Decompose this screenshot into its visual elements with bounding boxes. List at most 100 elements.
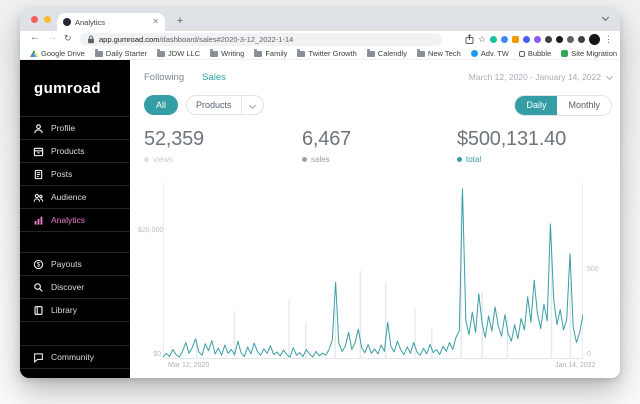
url-bar[interactable]: app.gumroad.com/dashboard/sales#2020-3-1… — [80, 33, 442, 46]
sales-value: 6,467 — [302, 128, 352, 150]
bookmark-family[interactable]: Family — [254, 49, 287, 58]
extension-icon[interactable] — [534, 35, 541, 43]
products-dropdown[interactable]: Products — [186, 95, 264, 115]
bookmark-calendly[interactable]: Calendly — [366, 49, 407, 58]
sidebar-item-community[interactable]: Community — [20, 345, 130, 368]
stat-total: $500,131.40 total — [457, 128, 566, 172]
share-icon[interactable] — [465, 34, 474, 44]
forward-icon[interactable]: → — [47, 32, 57, 43]
bookmark-label: Daily Starter — [105, 49, 148, 58]
views-dot-icon — [144, 157, 149, 162]
sidebar-item-label: Profile — [51, 123, 76, 133]
sidebar-item-label: Products — [51, 146, 85, 156]
products-icon — [33, 147, 44, 156]
filter-all-button[interactable]: All — [144, 95, 179, 115]
sales-chart: $20,000 $0 500 0 Mar 12, 2020 Jan 14, 20… — [138, 182, 612, 378]
sidebar-item-posts[interactable]: Posts — [20, 162, 130, 185]
bookmark-daily-starter[interactable]: Daily Starter — [94, 49, 148, 58]
bookmark-label: Twitter Growth — [308, 49, 357, 58]
profile-avatar[interactable] — [589, 33, 600, 45]
bookmark-label: Bubble — [527, 49, 552, 58]
bookmark-writing[interactable]: Writing — [210, 49, 244, 58]
bookmark-label: Google Drive — [41, 49, 85, 58]
close-button[interactable] — [31, 16, 38, 23]
tab-sales[interactable]: Sales — [202, 71, 226, 83]
bookmark-jdw-llc[interactable]: JDW LLC — [157, 49, 200, 58]
views-label-text: views — [153, 155, 174, 164]
date-range-label: March 12, 2020 - January 14, 2022 — [468, 72, 601, 82]
new-tab-button[interactable]: + — [176, 15, 184, 27]
sidebar-item-label: Audience — [51, 192, 87, 202]
posts-icon — [34, 169, 43, 179]
x-axis-end-label: Jan 14, 2022 — [555, 362, 596, 369]
chart-plot-area[interactable] — [162, 182, 584, 359]
chevron-down-icon — [248, 101, 256, 110]
extension-icon[interactable] — [567, 35, 574, 43]
sales-label: sales — [302, 155, 457, 164]
browser-tab-analytics[interactable]: Analytics ✕ — [57, 13, 165, 31]
sidebar-item-analytics[interactable]: Analytics — [20, 208, 130, 231]
drive-icon — [30, 50, 38, 57]
back-icon[interactable]: ← — [30, 32, 40, 43]
url-path: /dashboard/sales#2020-3-12_2022-1-14 — [159, 35, 294, 44]
sidebar-item-discover[interactable]: Discover — [20, 275, 130, 298]
dropdown-divider — [240, 96, 242, 114]
extension-icon[interactable] — [512, 35, 519, 43]
monthly-toggle-button[interactable]: Monthly — [557, 95, 611, 115]
stat-sales: 6,467 sales — [302, 128, 457, 172]
y-axis-left-top-label: $20,000 — [138, 227, 164, 234]
gumroad-app: gumroad Profile Products Posts Audience … — [20, 60, 620, 378]
tab-strip: Analytics ✕ + — [20, 8, 620, 31]
sidebar-divider — [20, 231, 130, 252]
chevron-down-icon[interactable] — [601, 13, 610, 22]
total-value: $500,131.40 — [457, 128, 567, 150]
sidebar: gumroad Profile Products Posts Audience … — [20, 60, 130, 378]
bookmark-site-migration[interactable]: Site Migration — [561, 49, 617, 58]
sidebar-item-label: Posts — [51, 169, 73, 179]
extension-icon[interactable] — [501, 35, 508, 43]
community-chat-icon — [34, 352, 43, 363]
extension-icon[interactable] — [490, 35, 497, 43]
extension-icon[interactable] — [523, 35, 530, 43]
sales-dot-icon — [302, 157, 307, 162]
sidebar-item-library[interactable]: Library — [20, 298, 130, 321]
bookmark-bubble[interactable]: Bubble — [518, 49, 552, 58]
sidebar-item-payouts[interactable]: $ Payouts — [20, 252, 130, 275]
sidebar-item-profile[interactable]: Profile — [20, 116, 130, 139]
bookmark-label: Family — [265, 49, 288, 58]
sidebar-item-label: Community — [51, 352, 94, 362]
tab-following[interactable]: Following — [144, 71, 185, 83]
reload-icon[interactable]: ↻ — [64, 33, 72, 43]
total-dot-icon — [457, 157, 462, 162]
bookmark-label: Adv. TW — [480, 49, 509, 58]
analytics-content: Following Sales March 12, 2020 - January… — [130, 60, 620, 378]
views-label: views — [144, 155, 302, 164]
folder-icon — [297, 49, 306, 57]
interval-toggle: Daily Monthly — [514, 94, 612, 116]
extension-icon[interactable] — [556, 35, 563, 43]
extension-icon[interactable] — [545, 35, 552, 43]
bookmark-google-drive[interactable]: Google Drive — [30, 49, 85, 58]
green-square-icon — [561, 50, 569, 57]
sidebar-item-audience[interactable]: Audience — [20, 185, 130, 208]
profile-icon — [34, 123, 43, 133]
daily-toggle-button[interactable]: Daily — [515, 95, 558, 115]
date-range-picker[interactable]: March 12, 2020 - January 14, 2022 — [468, 72, 614, 82]
minimize-button[interactable] — [44, 16, 51, 23]
folder-icon — [254, 49, 263, 57]
filter-row: All Products Daily Monthly — [144, 94, 612, 116]
folder-icon — [94, 49, 103, 57]
browser-menu-icon[interactable]: ⋮ — [604, 33, 613, 44]
bookmark-adv-tw[interactable]: Adv. TW — [470, 49, 509, 58]
bookmark-star-icon[interactable]: ☆ — [477, 33, 486, 44]
lock-icon — [88, 35, 94, 44]
sidebar-item-products[interactable]: Products — [20, 139, 130, 162]
extension-icon[interactable] — [578, 35, 585, 43]
bookmark-twitter-growth[interactable]: Twitter Growth — [297, 49, 357, 58]
twitter-icon — [470, 50, 478, 57]
tab-close-icon[interactable]: ✕ — [152, 17, 159, 26]
bookmark-label: JDW LLC — [168, 49, 201, 58]
bookmark-new-tech[interactable]: New Tech — [416, 49, 461, 58]
sidebar-item-label: Discover — [51, 282, 85, 292]
total-label-text: total — [466, 155, 482, 164]
